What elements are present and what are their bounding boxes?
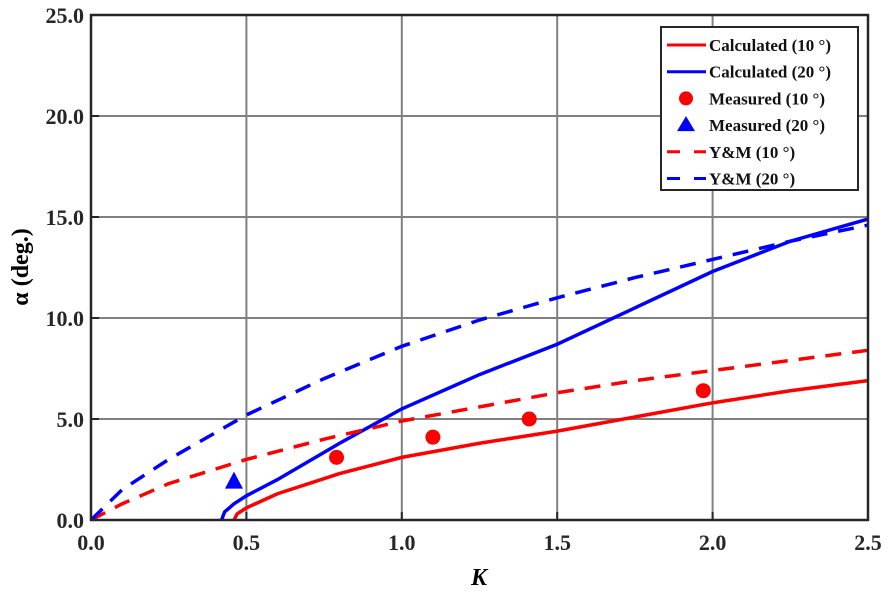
y-tick-label: 25.0 [46,3,85,28]
legend-triangle-icon [677,116,695,132]
series-y-m-20-line [89,223,869,522]
legend-label: Measured (20 °) [709,116,825,135]
series-calculated-20-line [219,217,869,521]
y-axis-label: α (deg.) [8,228,34,305]
legend-item: Y&M (20 °) [667,170,795,189]
x-tick-label: 2.5 [854,530,882,555]
x-tick-label: 0.5 [233,530,261,555]
legend-item: Calculated (10 °) [667,36,831,55]
x-tick-label: 1.0 [388,530,416,555]
legend-label: Y&M (10 °) [709,143,795,162]
legend-item: Measured (10 °) [679,89,825,108]
data-point-circle [425,429,441,445]
x-tick-label: 2.0 [699,530,727,555]
legend-item: Y&M (10 °) [667,143,795,162]
data-point-circle [521,411,537,427]
series-layer [89,217,869,522]
x-axis-label: K [470,565,489,591]
legend-label: Y&M (20 °) [709,170,795,189]
data-point-circle [695,383,711,399]
series-calculated-10-line [232,378,869,521]
plot-frame [89,13,870,522]
legend-label: Calculated (20 °) [709,63,831,82]
legend-label: Measured (10 °) [709,89,825,108]
data-point-circle [329,449,345,465]
y-tick-label: 15.0 [46,205,85,230]
legend-circle-icon [679,91,693,106]
legend-item: Measured (20 °) [677,116,825,135]
legend-label: Calculated (10 °) [709,36,831,55]
y-tick-label: 0.0 [57,508,85,533]
legend-item: Calculated (20 °) [667,63,831,82]
x-tick-label: 1.5 [543,530,571,555]
data-point-triangle [224,471,243,489]
x-tick-label: 0.0 [77,530,105,555]
y-tick-label: 20.0 [46,104,85,129]
y-tick-label: 10.0 [46,306,85,331]
legend-box [660,26,859,191]
tick-labels: 0.0 0.5 1.0 1.5 2.0 2.5 0.0 5.0 10.0 15.0 20.0 25.0 [46,3,882,555]
series-y-m-10-line [90,348,869,522]
legend: Calculated (10 °) Calculated (20 °) Measur… [660,26,859,191]
y-tick-label: 5.0 [57,407,85,432]
